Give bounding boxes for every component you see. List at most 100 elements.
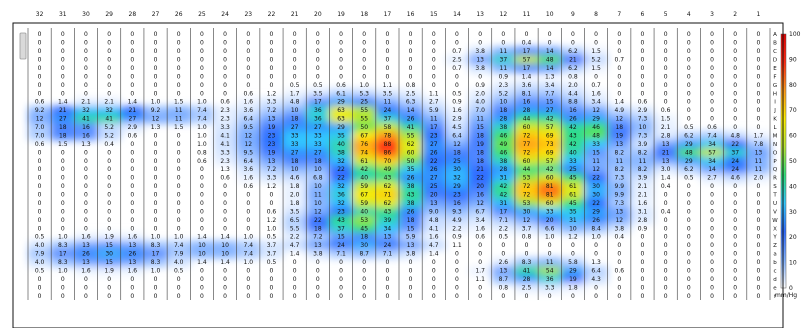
heat-cell	[74, 240, 99, 250]
cell-value: 10	[291, 107, 299, 114]
cell-value: 81	[546, 192, 554, 199]
cell-value: 0	[130, 276, 134, 283]
cell-value: 15	[546, 99, 554, 106]
cell-value: 6.4	[244, 116, 254, 123]
cell-value: 8.2	[638, 166, 648, 173]
row-label: c	[773, 268, 776, 274]
heat-cell	[561, 274, 586, 284]
cell-value: 69	[546, 149, 554, 156]
cell-value: 0	[38, 284, 42, 291]
cell-value: 49	[500, 141, 508, 148]
heat-cell	[630, 114, 655, 124]
cell-value: 67	[360, 192, 368, 199]
cell-value: 26	[592, 217, 600, 224]
cell-value: 27	[430, 175, 438, 182]
cell-value: 0	[733, 107, 737, 114]
cell-value: 0	[409, 31, 413, 38]
cell-value: 0	[641, 82, 645, 89]
cell-value: 0	[432, 293, 436, 300]
heat-cell	[468, 181, 493, 191]
cell-value: 0	[154, 192, 158, 199]
cell-value: 0	[293, 284, 297, 291]
cell-value: 36	[314, 107, 322, 114]
heat-cell	[584, 215, 609, 225]
heat-cell	[584, 207, 609, 217]
cell-value: 0	[154, 90, 158, 97]
heat-cell	[306, 207, 331, 217]
cell-value: 35	[337, 132, 345, 139]
cell-value: 0	[617, 284, 621, 291]
cell-value: 27	[129, 116, 137, 123]
heat-cell	[283, 148, 307, 158]
cell-value: 24	[731, 166, 739, 173]
cell-value: 0	[687, 225, 691, 232]
heat-cell	[491, 207, 516, 217]
cell-value: 7.4	[244, 251, 254, 258]
cell-value: 0	[478, 284, 482, 291]
heat-cell	[607, 139, 632, 149]
cell-value: 18	[291, 158, 299, 165]
cell-value: 0	[84, 183, 88, 190]
heat-cell	[677, 148, 702, 158]
cell-value: 0	[409, 40, 413, 47]
cell-value: 0.5	[35, 234, 45, 241]
heat-cell	[445, 190, 470, 200]
heat-cell	[213, 156, 238, 166]
row-label: C	[773, 49, 777, 55]
cell-value: 0	[223, 225, 227, 232]
cell-value: 1.5	[174, 99, 184, 106]
heat-cell	[630, 181, 655, 191]
cell-value: 48	[685, 149, 693, 156]
cell-value: 4.1	[429, 225, 439, 232]
cell-value: 0	[223, 200, 227, 207]
cell-value: 32	[453, 175, 461, 182]
cell-value: 24	[731, 158, 739, 165]
cell-value: 0	[385, 73, 389, 80]
cell-value: 2.9	[452, 116, 462, 123]
cell-value: 0.5	[267, 234, 277, 241]
cell-value: 18	[476, 132, 484, 139]
cell-value: 0	[710, 40, 714, 47]
cell-value: 0	[154, 200, 158, 207]
cell-value: 0	[571, 242, 575, 249]
cell-value: 32	[105, 107, 113, 114]
heat-cell	[422, 215, 446, 225]
cell-value: 2.1	[104, 99, 114, 106]
cell-value: 2.7	[707, 175, 717, 182]
heat-cell	[97, 249, 122, 259]
cell-value: 23	[268, 132, 276, 139]
scroll-handle[interactable]	[19, 32, 27, 60]
cell-value: 1.8	[568, 284, 578, 291]
cell-value: 42	[500, 183, 508, 190]
cell-value: 0	[223, 31, 227, 38]
heat-cell	[584, 181, 609, 191]
cell-value: 0	[362, 267, 366, 274]
cell-value: 0	[733, 276, 737, 283]
cell-value: 41	[523, 267, 531, 274]
cell-value: 0	[246, 217, 250, 224]
heat-cell	[538, 55, 562, 65]
cell-value: 8.1	[522, 90, 532, 97]
heat-cell	[514, 283, 539, 293]
cell-value: 0	[200, 284, 204, 291]
heat-cell	[514, 207, 539, 217]
cell-value: 0.6	[220, 175, 230, 182]
cell-value: 7.2	[267, 107, 277, 114]
heat-cell	[538, 131, 562, 141]
cell-value: 2.0	[754, 175, 764, 182]
heat-cell	[399, 240, 423, 250]
heat-cell	[584, 198, 609, 208]
column-label: 32	[36, 11, 44, 18]
color-scale-tick: 60	[789, 133, 797, 140]
row-label: S	[773, 184, 777, 190]
cell-value: 0	[130, 200, 134, 207]
cell-value: 0	[687, 267, 691, 274]
cell-value: 0	[84, 31, 88, 38]
cell-value: 4.9	[615, 107, 625, 114]
cell-value: 26	[407, 116, 415, 123]
heat-cell	[538, 190, 562, 200]
heat-cell	[306, 148, 331, 158]
cell-value: 4.7	[429, 242, 439, 249]
cell-value: 46	[500, 149, 508, 156]
cell-value: 9.3	[452, 208, 462, 215]
